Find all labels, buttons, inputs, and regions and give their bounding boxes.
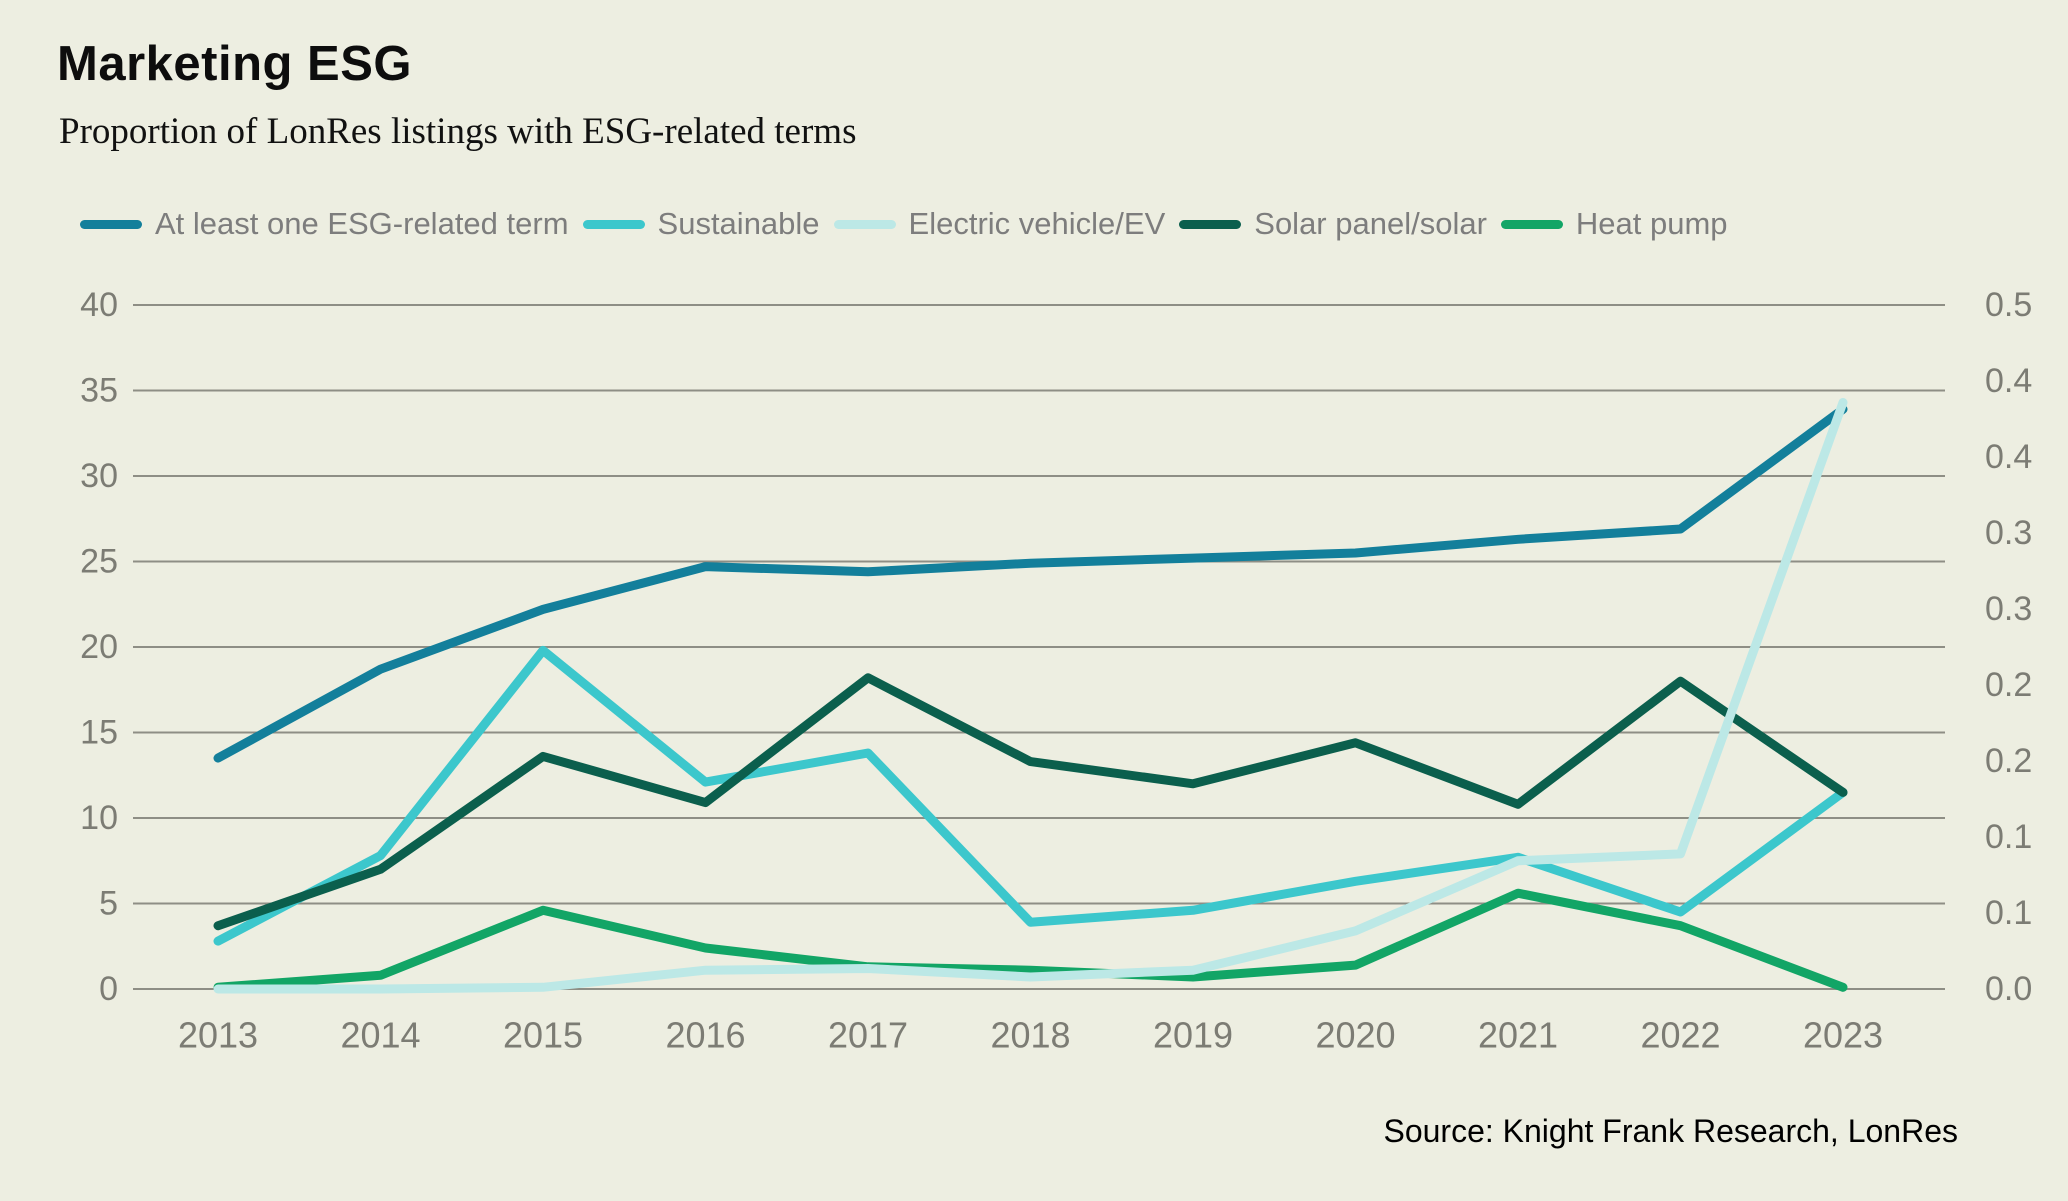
series-line-solar-panel-solar — [213, 673, 1848, 931]
legend-label-heat-pump: Heat pump — [1575, 206, 1728, 241]
legend-swatch-electric-vehicle-ev — [833, 219, 896, 229]
legend-label-electric-vehicle-ev: Electric vehicle/EV — [908, 206, 1166, 241]
legend-item-heat-pump: Heat pump — [1500, 206, 1728, 242]
x-axis-label-2018: 2018 — [990, 1015, 1070, 1056]
legend-swatch-sustainable — [582, 219, 645, 229]
legend-label-solar-panel-solar: Solar panel/solar — [1254, 206, 1487, 241]
x-axis-label-2020: 2020 — [1315, 1015, 1395, 1056]
y-axis-left-label-10: 10 — [80, 799, 118, 837]
x-axis-label-2016: 2016 — [665, 1015, 745, 1056]
legend-swatch-solar-panel-solar — [1179, 219, 1242, 229]
x-axis-label-2019: 2019 — [1153, 1015, 1233, 1056]
series-line-heat-pump — [213, 888, 1848, 992]
y-axis-right-label-2: 0.4 — [1985, 438, 2032, 476]
legend-swatch-heat-pump — [1500, 219, 1563, 229]
legend-item-at-least-one-esg-related-term: At least one ESG-related term — [80, 206, 569, 242]
y-axis-left-label-35: 35 — [80, 372, 118, 410]
y-axis-right-label-4: 0.3 — [1985, 590, 2032, 628]
y-axis-right-label-9: 0.0 — [1985, 970, 2032, 1008]
y-axis-right-label-5: 0.2 — [1985, 666, 2032, 704]
y-axis-left-label-40: 40 — [80, 286, 118, 324]
y-axis-right-label-3: 0.3 — [1985, 514, 2032, 552]
x-axis-label-2013: 2013 — [178, 1015, 258, 1056]
y-axis-left-label-25: 25 — [80, 543, 118, 581]
y-axis-right-label-8: 0.1 — [1985, 894, 2032, 932]
x-axis-label-2017: 2017 — [828, 1015, 908, 1056]
y-axis-right-label-7: 0.1 — [1985, 818, 2032, 856]
y-axis-right-label-1: 0.4 — [1985, 362, 2032, 400]
series-line-at-least-one-esg-related-term — [213, 404, 1848, 763]
series-line-sustainable — [213, 645, 1848, 946]
legend-item-solar-panel-solar: Solar panel/solar — [1179, 206, 1487, 242]
y-axis-left-label-20: 20 — [80, 628, 118, 666]
legend-label-sustainable: Sustainable — [657, 206, 820, 241]
legend-item-electric-vehicle-ev: Electric vehicle/EV — [833, 206, 1166, 242]
x-axis-label-2015: 2015 — [503, 1015, 583, 1056]
series-line-electric-vehicle-ev — [213, 398, 1848, 994]
source-note: Source: Knight Frank Research, LonRes — [1383, 1113, 1958, 1149]
chart-subtitle: Proportion of LonRes listings with ESG-r… — [59, 111, 857, 152]
legend-item-sustainable: Sustainable — [582, 206, 820, 242]
y-axis-left-label-30: 30 — [80, 457, 118, 495]
y-axis-left-label-15: 15 — [80, 714, 118, 752]
y-axis-left-label-0: 0 — [99, 970, 118, 1008]
x-axis-label-2021: 2021 — [1478, 1015, 1558, 1056]
chart-title: Marketing ESG — [57, 37, 413, 91]
y-axis-right-label-0: 0.5 — [1985, 286, 2032, 324]
chart-legend: At least one ESG-related term Sustainable… — [80, 206, 2028, 242]
legend-label-at-least-one-esg-related-term: At least one ESG-related term — [155, 206, 569, 241]
y-axis-left-label-5: 5 — [99, 885, 118, 923]
legend-swatch-at-least-one-esg-related-term — [80, 219, 142, 229]
y-axis-right-label-6: 0.2 — [1985, 742, 2032, 780]
x-axis-label-2014: 2014 — [340, 1015, 420, 1056]
x-axis-label-2023: 2023 — [1803, 1015, 1883, 1056]
x-axis-label-2022: 2022 — [1640, 1015, 1720, 1056]
